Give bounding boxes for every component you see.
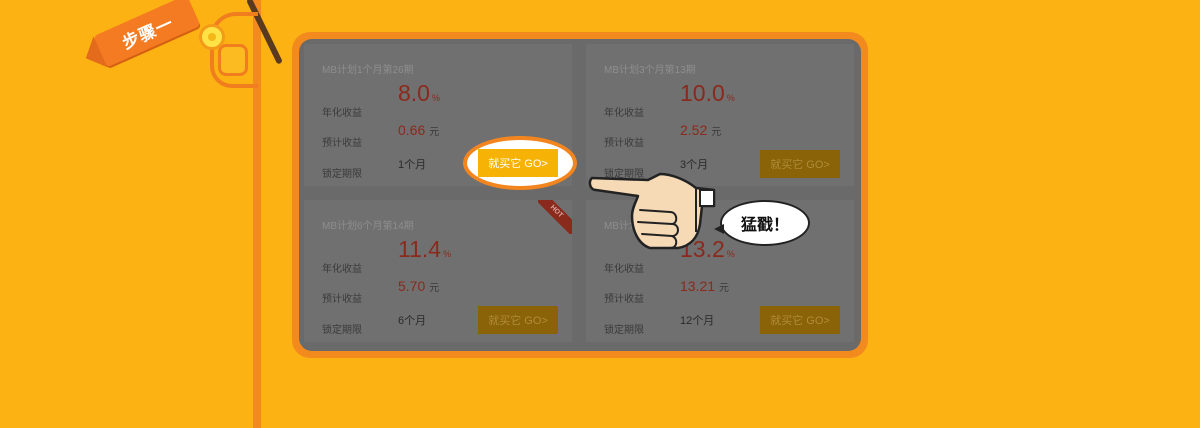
annual-yield-value: 10.0% [680, 80, 735, 106]
annual-yield-value: 8.0% [398, 80, 440, 106]
bubble-text: 猛戳！ [740, 215, 789, 234]
product-title: MB计划3个月第13期 [604, 65, 696, 76]
flag-icon: 步骤一 [93, 0, 201, 68]
expected-yield-label: 预计收益 [322, 138, 362, 149]
expected-yield-value: 0.66 元 [398, 122, 440, 138]
mascot-face-icon [218, 44, 248, 76]
lock-period-value: 1个月 [398, 159, 427, 171]
product-card-6m: MB计划6个月第14期 年化收益 11.4% 预计收益 5.70 元 锁定期限 6… [304, 200, 572, 342]
pointing-hand-icon [588, 172, 716, 250]
mascot-icon [210, 12, 258, 88]
coin-icon [199, 24, 225, 50]
annual-yield-value: 11.4% [398, 236, 452, 262]
product-card-3m: MB计划3个月第13期 年化收益 10.0% 预计收益 2.52 元 锁定期限 3… [586, 44, 854, 186]
divider-line [253, 0, 261, 428]
annual-yield-label: 年化收益 [322, 264, 362, 275]
buy-button[interactable]: 就买它 GO> [478, 306, 558, 334]
lock-period-value: 3个月 [680, 159, 709, 171]
lock-period-value: 12个月 [680, 315, 715, 327]
buy-button[interactable]: 就买它 GO> [760, 306, 840, 334]
step-label: 步骤一 [119, 13, 177, 54]
product-grid: MB计划1个月第26期 年化收益 8.0% 预计收益 0.66 元 锁定期限 1个… [299, 39, 861, 351]
buy-button[interactable]: 就买它 GO> [760, 150, 840, 178]
annual-yield-label: 年化收益 [604, 264, 644, 275]
speech-bubble: 猛戳！ [714, 200, 810, 246]
lock-period-label: 锁定期限 [604, 325, 644, 336]
expected-yield-label: 预计收益 [604, 138, 644, 149]
lock-period-label: 锁定期限 [322, 325, 362, 336]
expected-yield-label: 预计收益 [322, 294, 362, 305]
product-panel: MB计划1个月第26期 年化收益 8.0% 预计收益 0.66 元 锁定期限 1个… [292, 32, 868, 358]
lock-period-label: 锁定期限 [322, 169, 362, 180]
product-title: MB计划1个月第26期 [322, 65, 414, 76]
expected-yield-value: 5.70 元 [398, 278, 440, 294]
buy-button-highlighted[interactable]: 就买它 GO> [478, 149, 558, 177]
product-title: MB计划6个月第14期 [322, 221, 414, 232]
lock-period-label: 锁定期限 [604, 169, 644, 180]
annual-yield-label: 年化收益 [322, 108, 362, 119]
expected-yield-label: 预计收益 [604, 294, 644, 305]
annual-yield-label: 年化收益 [604, 108, 644, 119]
expected-yield-value: 13.21 元 [680, 278, 730, 294]
lock-period-value: 6个月 [398, 315, 427, 327]
expected-yield-value: 2.52 元 [680, 122, 722, 138]
hot-badge: HOT [538, 200, 572, 234]
